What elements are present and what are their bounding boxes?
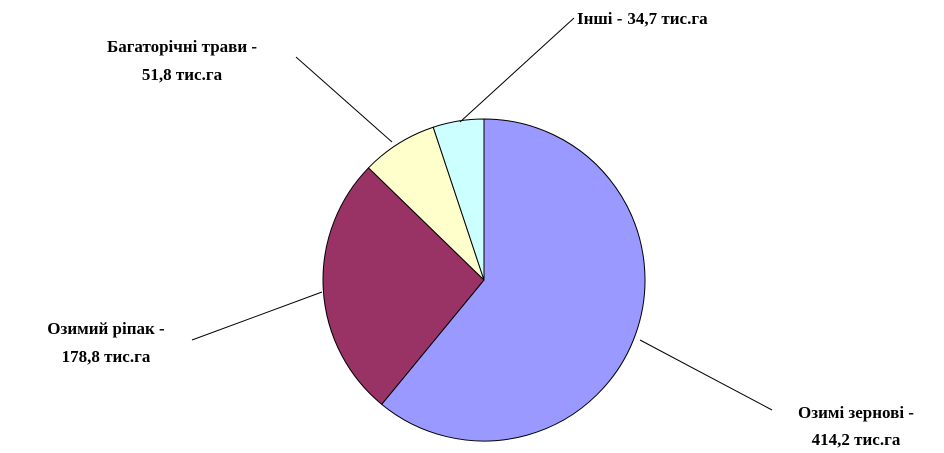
category-label: Інші -	[577, 9, 623, 28]
category-label: Озимий ріпак -	[47, 319, 165, 338]
slices	[322, 118, 646, 442]
pie-slice	[381, 118, 646, 442]
pie-slice	[322, 167, 485, 406]
value-label: 51,8 тис.га	[142, 65, 223, 84]
leader-line	[295, 56, 393, 143]
leader-line	[639, 339, 773, 411]
category-label: Озимі зернові -	[798, 403, 914, 422]
pie-slice	[432, 118, 485, 281]
value-label: 34,7 тис.га	[627, 9, 708, 28]
value-label: 178,8 тис.га	[62, 347, 151, 366]
leader-line	[191, 291, 323, 341]
value-label: 414,2 тис.га	[812, 430, 901, 449]
slice-label: Інші -34,7 тис.га	[577, 9, 708, 28]
category-label: Багаторічні трави -	[107, 37, 257, 56]
leader-line	[459, 17, 575, 123]
